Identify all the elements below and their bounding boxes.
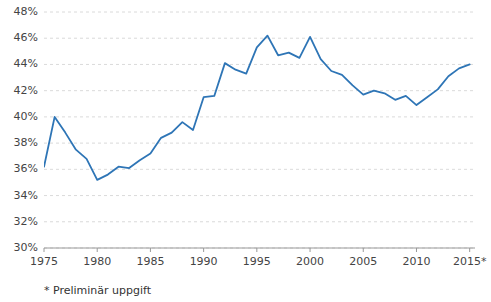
data-line [44, 36, 470, 180]
x-tick-label: 1990 [190, 255, 218, 268]
x-tick [469, 248, 470, 252]
grid-line [44, 221, 475, 222]
y-tick-label: 42% [14, 84, 38, 97]
grid-line [44, 90, 475, 91]
y-tick-label: 38% [14, 136, 38, 149]
y-tick-label: 30% [14, 241, 38, 254]
x-tick [97, 248, 98, 252]
y-tick-label: 34% [14, 189, 38, 202]
x-tick [44, 248, 45, 252]
chart-container: 30%32%34%36%38%40%42%44%46%48%1975198019… [0, 0, 491, 302]
grid-line [44, 38, 475, 39]
chart-svg: 30%32%34%36%38%40%42%44%46%48%1975198019… [0, 0, 491, 302]
y-tick-label: 44% [14, 57, 38, 70]
grid-line [44, 12, 475, 13]
grid-line [44, 195, 475, 196]
grid-line [44, 143, 475, 144]
x-tick-label: 1980 [83, 255, 111, 268]
grid-line [44, 169, 475, 170]
x-tick-label: 2010 [402, 255, 430, 268]
x-tick [363, 248, 364, 252]
x-axis-line [44, 248, 475, 249]
y-tick-label: 36% [14, 162, 38, 175]
grid-line [44, 248, 475, 249]
x-tick [416, 248, 417, 252]
y-tick-labels: 30% 32% 34% 36% 38% 40% 42% 44% 46% 48% [14, 5, 38, 254]
plot-area [44, 36, 470, 180]
x-tick [150, 248, 151, 252]
y-tick-label: 48% [14, 5, 38, 18]
grid-line [44, 116, 475, 117]
y-tick-label: 46% [14, 31, 38, 44]
x-axis: 1975 1980 1985 1990 1995 2000 2005 2010 2015* [30, 248, 487, 268]
grid-line [44, 64, 475, 65]
x-tick-label: 1995 [243, 255, 271, 268]
y-grid [44, 12, 475, 248]
x-tick-label: 2005 [349, 255, 377, 268]
x-tick-label: 2015* [453, 255, 487, 268]
x-tick [203, 248, 204, 252]
x-tick [256, 248, 257, 252]
footnote: * Preliminär uppgift [44, 284, 152, 297]
x-tick [310, 248, 311, 252]
x-tick-label: 1975 [30, 255, 58, 268]
x-tick-label: 1985 [136, 255, 164, 268]
y-tick-label: 32% [14, 215, 38, 228]
x-tick-label: 2000 [296, 255, 324, 268]
y-tick-label: 40% [14, 110, 38, 123]
